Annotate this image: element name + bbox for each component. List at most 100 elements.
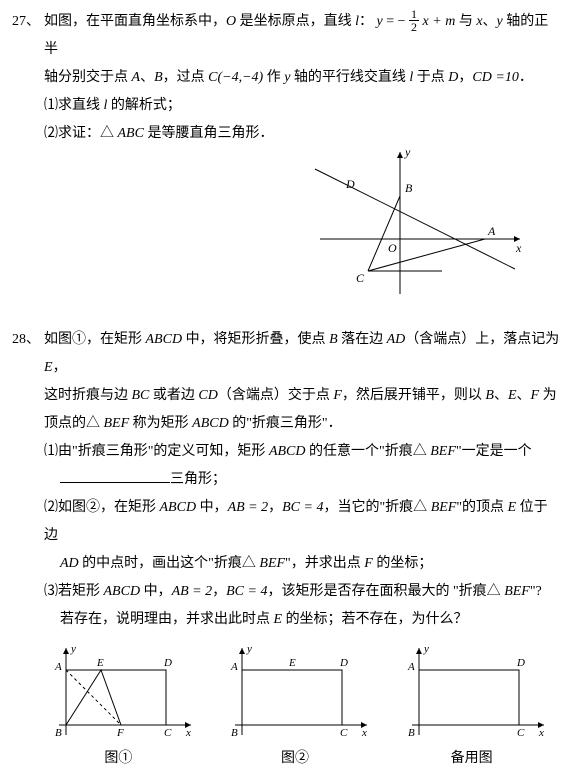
t: ，然后展开铺平，则以 xyxy=(342,388,486,403)
ly: y xyxy=(246,643,252,655)
E: E xyxy=(508,388,517,403)
t: ： xyxy=(359,14,373,29)
AD: AD xyxy=(387,332,406,347)
problem-28: 28、 如图①，在矩形 ABCD 中，将矩形折叠，使点 B 落在边 AD（含端点… xyxy=(12,326,560,767)
t: "一定是一个 xyxy=(456,444,532,459)
BEF: BEF xyxy=(504,584,530,599)
fig2: A E D B C x y xyxy=(217,640,372,740)
p28-line2: 这时折痕与边 BC 或者边 CD（含端点）交于点 F，然后展开铺平，则以 B、E… xyxy=(12,382,560,410)
t: ，当它的"折痕△ xyxy=(323,500,430,515)
t: 是等腰直角三角形． xyxy=(144,126,274,141)
pt-A: A xyxy=(487,224,496,238)
lE: E xyxy=(96,657,104,669)
p28-line1: 28、 如图①，在矩形 ABCD 中，将矩形折叠，使点 B 落在边 AD（含端点… xyxy=(12,326,560,382)
p27-diagram-wrap: x y O A B C D xyxy=(12,144,560,304)
var-Cpt: C(−4,−4) xyxy=(208,70,263,85)
E: E xyxy=(44,360,53,375)
t: 、 xyxy=(483,14,497,29)
t: ⑵如图②，在矩形 xyxy=(44,500,160,515)
BC: BC xyxy=(132,388,150,403)
p28-q3b: 若存在，说明理由，并求出此时点 E 的坐标；若不存在，为什么？ xyxy=(12,606,560,634)
p27-q1: ⑴求直线 l 的解析式； xyxy=(12,92,560,120)
t: ⑴求直线 xyxy=(44,98,104,113)
B: B xyxy=(485,388,494,403)
t: ， xyxy=(53,360,67,375)
pt-C: C xyxy=(356,271,365,285)
lD: D xyxy=(163,657,172,669)
p27-number: 27、 xyxy=(12,8,44,36)
BEF: BEF xyxy=(431,500,457,515)
F: F xyxy=(333,388,342,403)
BC4: BC = 4 xyxy=(282,500,323,515)
BEF: BEF xyxy=(104,416,130,431)
t: 称为矩形 xyxy=(129,416,192,431)
p28-number: 28、 xyxy=(12,326,44,354)
var-D: D xyxy=(448,70,458,85)
fraction: 12 xyxy=(409,8,419,33)
fig3-cell: A D B C x y 备用图 xyxy=(394,640,549,767)
lA: A xyxy=(54,661,62,673)
lE: E xyxy=(288,657,296,669)
t: 的中点时，画出这个"折痕△ xyxy=(79,556,260,571)
lB: B xyxy=(408,727,415,739)
p28-l1-body: 如图①，在矩形 ABCD 中，将矩形折叠，使点 B 落在边 AD（含端点）上，落… xyxy=(44,326,560,382)
fig3: A D B C x y xyxy=(394,640,549,740)
ABCD: ABCD xyxy=(192,416,229,431)
t: "? xyxy=(530,584,542,599)
t: "，并求出点 xyxy=(285,556,364,571)
CD: CD xyxy=(198,388,217,403)
t: 、 xyxy=(140,70,154,85)
t: 为 xyxy=(539,388,557,403)
ABCD: ABCD xyxy=(269,444,306,459)
BEF: BEF xyxy=(259,556,285,571)
fig1-cell: A E D B F C x y 图① xyxy=(41,640,196,767)
t: ． xyxy=(519,70,533,85)
ly: y xyxy=(423,643,429,655)
lD: D xyxy=(339,657,348,669)
t: 与 xyxy=(455,14,476,29)
lF: F xyxy=(116,727,124,739)
fig3-cap: 备用图 xyxy=(394,747,549,767)
t: 作 xyxy=(263,70,284,85)
den: 2 xyxy=(409,21,419,33)
AB2: AB = 2 xyxy=(172,584,213,599)
t: 的坐标；若不存在，为什么？ xyxy=(282,612,468,627)
ABCD: ABCD xyxy=(160,500,197,515)
t: 中，将矩形折叠，使点 xyxy=(182,332,329,347)
p28-q3: ⑶若矩形 ABCD 中，AB = 2，BC = 4，该矩形是否存在面积最大的 "… xyxy=(12,578,560,606)
t: ⑵求证：△ xyxy=(44,126,118,141)
p28-line3: 顶点的△ BEF 称为矩形 ABCD 的"折痕三角形"． xyxy=(12,410,560,438)
p28-q2b: AD 的中点时，画出这个"折痕△ BEF"，并求出点 F 的坐标； xyxy=(12,550,560,578)
lC: C xyxy=(340,727,348,739)
t: 中， xyxy=(196,500,228,515)
AB2: AB = 2 xyxy=(228,500,269,515)
fig1: A E D B F C x y xyxy=(41,640,196,740)
eq-neg: = − xyxy=(383,14,409,29)
t: ⑴由"折痕三角形"的定义可知，矩形 xyxy=(44,444,269,459)
t: ， xyxy=(458,70,472,85)
axis-y: y xyxy=(404,145,411,159)
t: 于点 xyxy=(413,70,448,85)
lA: A xyxy=(230,661,238,673)
p28-q2: ⑵如图②，在矩形 ABCD 中，AB = 2，BC = 4，当它的"折痕△ BE… xyxy=(12,494,560,550)
F: F xyxy=(531,388,540,403)
p27-line1: 27、 如图，在平面直角坐标系中，O 是坐标原点，直线 l： y = − 12 … xyxy=(12,8,560,64)
p28-figures: A E D B F C x y 图① A E D B C x xyxy=(12,640,560,767)
t: 如图①，在矩形 xyxy=(44,332,146,347)
pt-D: D xyxy=(345,177,355,191)
t: 的任意一个"折痕△ xyxy=(306,444,431,459)
t: 是坐标原点，直线 xyxy=(236,14,355,29)
t: ， xyxy=(212,584,226,599)
lx: x xyxy=(538,727,544,739)
F: F xyxy=(364,556,373,571)
E: E xyxy=(274,612,283,627)
t: 轴的平行线交直线 xyxy=(290,70,409,85)
pt-B: B xyxy=(405,181,413,195)
pt-O: O xyxy=(388,241,397,255)
p27-line2: 轴分别交于点 A、B，过点 C(−4,−4) 作 y 轴的平行线交直线 l 于点… xyxy=(12,64,560,92)
B: B xyxy=(329,332,338,347)
var-O: O xyxy=(226,14,236,29)
lx: x xyxy=(185,727,191,739)
t: 三角形； xyxy=(170,472,226,487)
problem-27: 27、 如图，在平面直角坐标系中，O 是坐标原点，直线 l： y = − 12 … xyxy=(12,8,560,304)
